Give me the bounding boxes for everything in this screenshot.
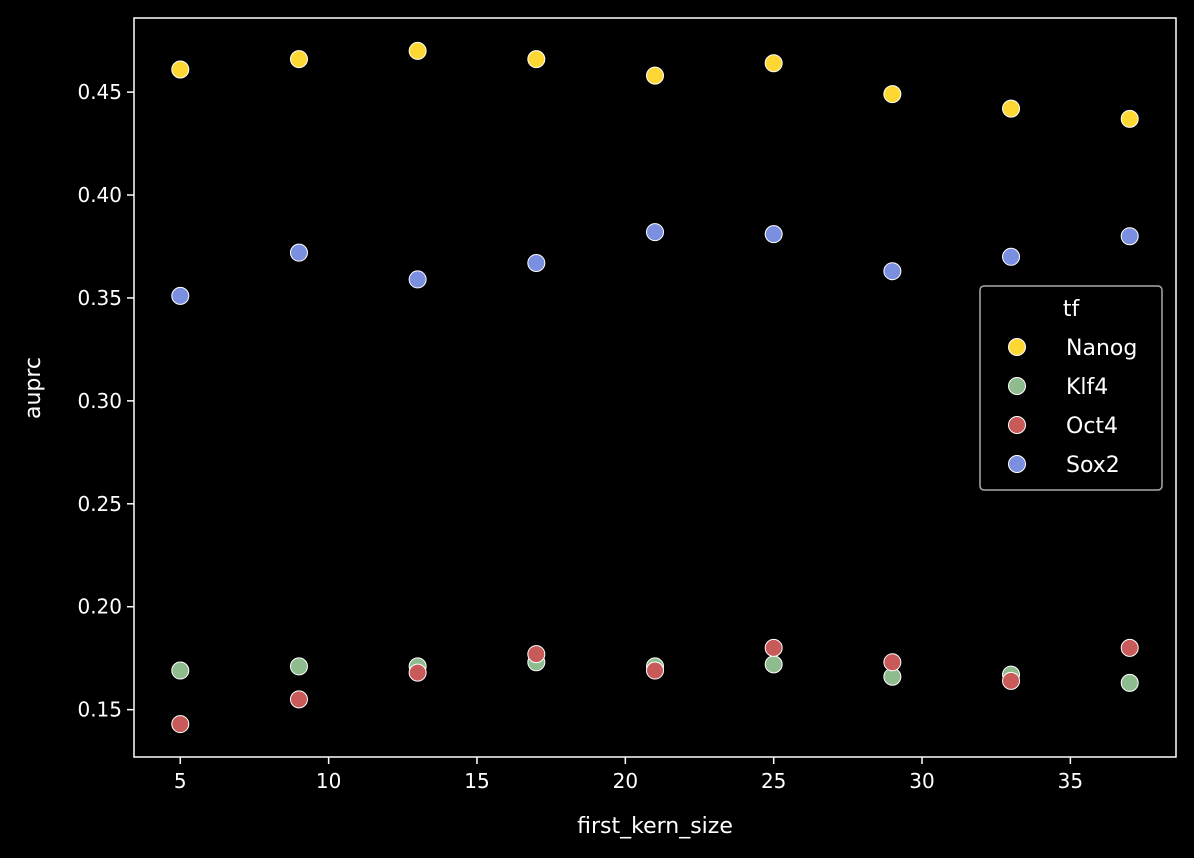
point-oct4 bbox=[646, 661, 664, 680]
point-klf4 bbox=[289, 657, 308, 676]
legend-entries: Nanog Klf4 Oct4 Sox2 bbox=[1008, 336, 1137, 478]
legend-box bbox=[979, 285, 1163, 491]
point-nanog bbox=[408, 41, 427, 60]
legend-label-oct4: Oct4 bbox=[1066, 414, 1118, 439]
point-oct4 bbox=[408, 663, 427, 682]
point-nanog bbox=[646, 66, 664, 85]
point-nanog bbox=[527, 50, 546, 69]
point-klf4 bbox=[764, 655, 783, 674]
point-oct4 bbox=[289, 690, 308, 709]
y-tick-label: 0.20 bbox=[77, 595, 122, 619]
x-tick-label: 10 bbox=[316, 769, 341, 793]
x-axis-label: first_kern_size bbox=[577, 814, 733, 839]
legend-label-nanog: Nanog bbox=[1066, 336, 1137, 361]
y-tick-label: 0.40 bbox=[77, 183, 122, 207]
x-tick-label: 25 bbox=[761, 769, 786, 793]
point-sox2 bbox=[289, 243, 308, 262]
y-axis-label: auprc bbox=[21, 357, 46, 419]
legend-marker-oct4 bbox=[1008, 416, 1026, 434]
point-nanog bbox=[1120, 109, 1139, 128]
x-axis-ticks: 5 10 15 20 25 30 35 bbox=[174, 757, 1083, 793]
legend-marker-klf4 bbox=[1008, 377, 1026, 395]
y-tick-label: 0.15 bbox=[77, 698, 122, 722]
point-nanog bbox=[289, 50, 308, 69]
x-tick-label: 15 bbox=[464, 769, 489, 793]
point-oct4 bbox=[527, 645, 546, 664]
point-oct4 bbox=[171, 715, 190, 734]
point-nanog bbox=[1002, 99, 1021, 118]
point-oct4 bbox=[764, 638, 783, 657]
point-sox2 bbox=[1002, 247, 1021, 266]
legend-marker-sox2 bbox=[1008, 455, 1026, 473]
x-tick-label: 20 bbox=[613, 769, 638, 793]
y-tick-label: 0.25 bbox=[77, 492, 122, 516]
point-nanog bbox=[764, 54, 783, 73]
legend-label-klf4: Klf4 bbox=[1066, 375, 1108, 400]
y-tick-label: 0.30 bbox=[77, 389, 122, 413]
point-sox2 bbox=[408, 270, 427, 289]
point-sox2 bbox=[764, 225, 783, 244]
y-tick-label: 0.45 bbox=[77, 80, 122, 104]
point-nanog bbox=[171, 60, 190, 79]
legend-marker-nanog bbox=[1008, 338, 1026, 356]
legend: tf Nanog Klf4 Oct4 Sox2 bbox=[979, 285, 1163, 491]
point-klf4 bbox=[1120, 673, 1139, 692]
point-oct4 bbox=[883, 653, 902, 672]
x-tick-label: 30 bbox=[909, 769, 934, 793]
point-klf4 bbox=[171, 661, 190, 680]
point-oct4 bbox=[1002, 671, 1021, 690]
legend-title: tf bbox=[1063, 297, 1081, 322]
point-sox2 bbox=[1120, 227, 1139, 246]
point-sox2 bbox=[883, 262, 902, 281]
point-oct4 bbox=[1120, 638, 1139, 657]
point-sox2 bbox=[171, 286, 190, 305]
x-tick-label: 35 bbox=[1058, 769, 1083, 793]
point-nanog bbox=[883, 85, 902, 104]
point-sox2 bbox=[646, 223, 664, 242]
x-tick-label: 5 bbox=[174, 769, 187, 793]
data-points bbox=[171, 41, 1139, 734]
legend-label-sox2: Sox2 bbox=[1066, 453, 1120, 478]
y-tick-label: 0.35 bbox=[77, 286, 122, 310]
point-sox2 bbox=[527, 253, 546, 272]
y-axis-ticks: 0.15 0.20 0.25 0.30 0.35 0.40 0.45 bbox=[77, 80, 134, 722]
